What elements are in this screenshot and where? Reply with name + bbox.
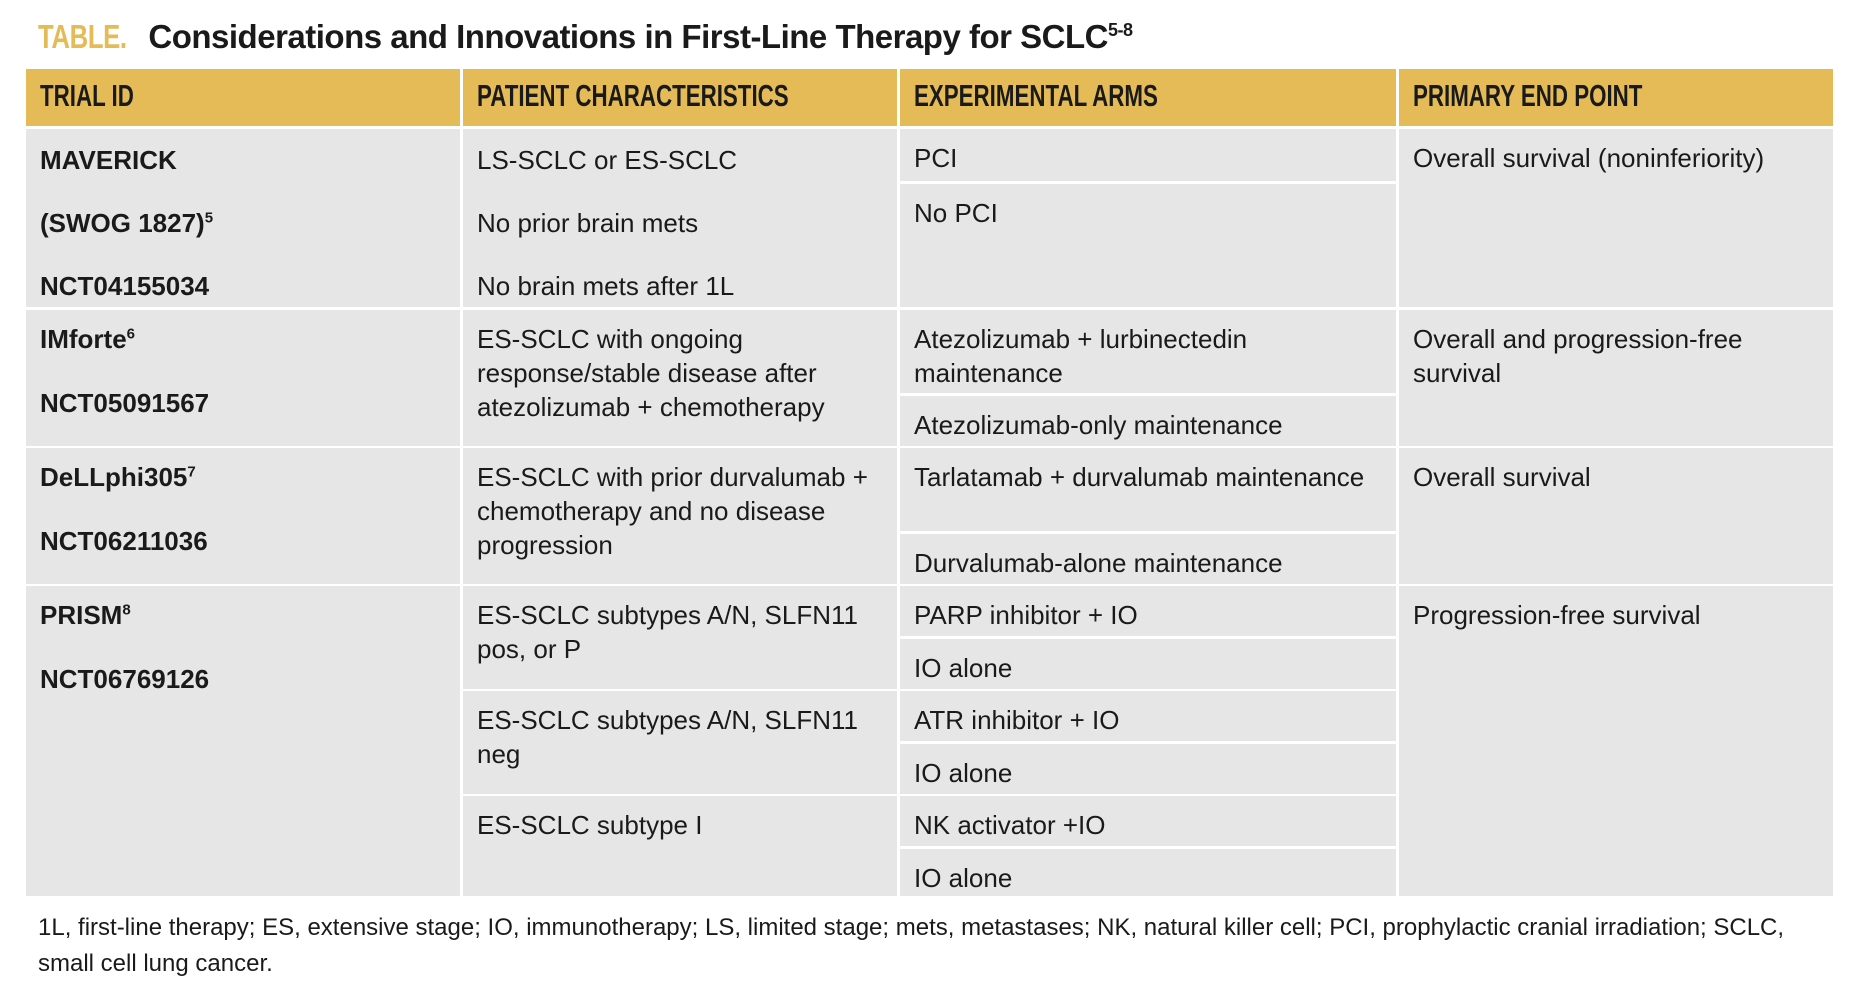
footnote: 1L, first-line therapy; ES, extensive st… bbox=[38, 914, 1785, 977]
header-patient-characteristics: PATIENT CHARACTERISTICS bbox=[463, 69, 897, 126]
patient-cell: ES-SCLC subtype I bbox=[463, 796, 897, 896]
trial-cell-maverick: MAVERICK (SWOG 1827)5 NCT04155034 bbox=[26, 129, 460, 307]
endpoint-cell: Progression-free survival bbox=[1399, 586, 1833, 896]
arm-cell: PARP inhibitor + IO bbox=[900, 586, 1396, 636]
title-sup: 5-8 bbox=[1107, 20, 1133, 40]
patient-cell: ES-SCLC subtypes A/N, SLFN11 pos, or P bbox=[463, 586, 897, 689]
patient-cell: LS-SCLC or ES-SCLC No prior brain mets No … bbox=[463, 129, 897, 307]
patient-cell: ES-SCLC with prior durvalumab + chemothe… bbox=[463, 448, 897, 584]
endpoint-cell: Overall and progression-free survival bbox=[1399, 310, 1833, 446]
arm-cell: Atezolizumab-only maintenance bbox=[900, 396, 1396, 446]
arm-cell: No PCI bbox=[900, 184, 1396, 307]
header-experimental-arms: EXPERIMENTAL ARMS bbox=[900, 69, 1396, 126]
arm-cell: Atezolizumab + lurbinectedin maintenance bbox=[900, 310, 1396, 393]
header-trial-id: TRIAL ID bbox=[26, 69, 460, 126]
table-tag: TABLE. bbox=[38, 18, 127, 55]
patient-cell: ES-SCLC with ongoing response/stable dis… bbox=[463, 310, 897, 446]
arm-cell: IO alone bbox=[900, 744, 1396, 794]
arm-cell: Durvalumab-alone maintenance bbox=[900, 534, 1396, 584]
patient-cell: ES-SCLC subtypes A/N, SLFN11 neg bbox=[463, 691, 897, 794]
endpoint-cell: Overall survival (noninferiority) bbox=[1399, 129, 1833, 307]
arm-cell: IO alone bbox=[900, 849, 1396, 896]
arm-cell: IO alone bbox=[900, 639, 1396, 689]
trial-cell-imforte: IMforte6 NCT05091567 bbox=[26, 310, 460, 446]
arm-cell: Tarlatamab + durvalumab maintenance bbox=[900, 448, 1396, 531]
arm-cell: NK activator +IO bbox=[900, 796, 1396, 846]
title-text: Considerations and Innovations in First-… bbox=[148, 18, 1108, 55]
endpoint-cell: Overall survival bbox=[1399, 448, 1833, 584]
table-title: TABLE. Considerations and Innovations in… bbox=[38, 18, 1133, 56]
header-primary-end-point: PRIMARY END POINT bbox=[1399, 69, 1833, 126]
trial-cell-dellphi305: DeLLphi3057 NCT06211036 bbox=[26, 448, 460, 584]
arm-cell: PCI bbox=[900, 129, 1396, 181]
arm-cell: ATR inhibitor + IO bbox=[900, 691, 1396, 741]
trial-cell-prism: PRISM8 NCT06769126 bbox=[26, 586, 460, 896]
